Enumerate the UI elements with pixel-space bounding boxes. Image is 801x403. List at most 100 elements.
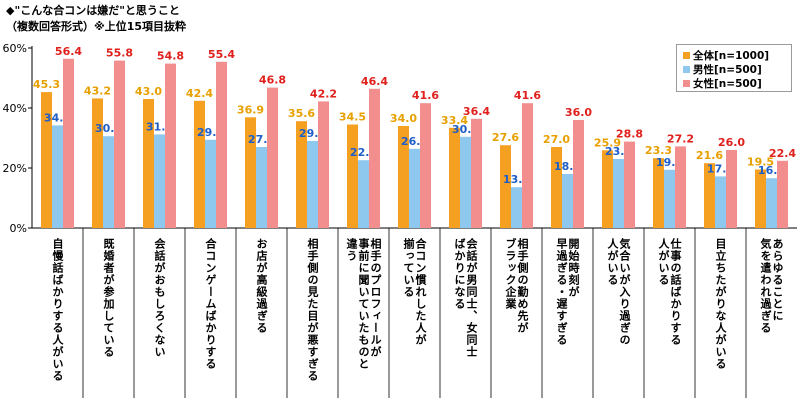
data-label: 36.0	[565, 106, 592, 119]
x-tick-label: 相手側の勤め先が	[516, 237, 530, 334]
bar	[704, 163, 715, 228]
bar	[296, 121, 307, 228]
data-label: 27.6	[492, 131, 519, 144]
bar	[471, 118, 482, 228]
data-label: 56.4	[55, 45, 82, 58]
bar	[624, 141, 635, 228]
bar	[369, 88, 380, 228]
bar	[165, 63, 176, 228]
x-tick-label: 人がいる	[657, 237, 670, 286]
y-tick-label: 40%	[3, 102, 27, 115]
bar	[715, 176, 726, 228]
bar	[103, 136, 114, 228]
legend-swatch	[683, 79, 690, 87]
bar	[675, 146, 686, 228]
bar	[154, 134, 165, 228]
x-tick-label: 目立ちたがりな人がいる	[714, 238, 727, 370]
legend-label: 男性[n=500]	[693, 63, 762, 76]
data-label: 34.0	[390, 112, 417, 125]
bar	[766, 178, 777, 228]
data-label: 43.0	[135, 85, 162, 98]
bar	[755, 169, 766, 228]
data-label: 42.2	[310, 87, 337, 100]
x-tick-label: 人がいる	[606, 237, 619, 286]
y-tick-label: 0%	[10, 222, 27, 235]
x-tick-label: 違う	[345, 237, 358, 262]
x-tick-label: 既婚者が参加している	[102, 238, 116, 358]
x-tick-label: あらゆることに	[771, 238, 784, 322]
bar	[511, 187, 522, 228]
x-tick-label: 開始時刻が	[567, 238, 580, 298]
bar	[420, 103, 431, 228]
bar	[460, 136, 471, 228]
chart-legend: 全体[n=1000] 男性[n=500] 女性[n=500]	[676, 44, 792, 92]
data-label: 21.6	[696, 149, 723, 162]
bar	[318, 101, 329, 228]
x-tick-label: 気合いが入り過ぎの	[618, 237, 632, 346]
x-tick-label: 相手のプロフィールが	[369, 237, 382, 358]
data-label: 33.4	[441, 114, 468, 127]
x-tick-label: ブラック企業	[504, 237, 518, 310]
data-label: 27.0	[543, 133, 570, 146]
bar	[245, 117, 256, 228]
data-label: 34.5	[339, 111, 366, 124]
bar	[522, 103, 533, 228]
bar	[92, 98, 103, 229]
bar	[449, 127, 460, 228]
bar	[194, 100, 205, 228]
bar	[551, 147, 562, 228]
data-label: 41.6	[412, 89, 439, 102]
bar	[114, 60, 125, 228]
x-tick-label: 仕事の話ばかりする	[669, 237, 683, 346]
bar	[347, 124, 358, 228]
legend-entry: 男性[n=500]	[683, 62, 791, 76]
bar	[143, 99, 154, 228]
bar	[613, 159, 624, 228]
data-label: 27.2	[667, 132, 694, 145]
data-label: 36.9	[237, 103, 264, 116]
x-tick-label: 相手側の見た目が悪すぎる	[306, 237, 320, 382]
bar	[307, 141, 318, 228]
legend-swatch	[683, 51, 690, 59]
bar	[256, 147, 267, 228]
chart-title: ◆"こんな合コンは嫌だ"と思うこと	[6, 4, 180, 17]
bar	[664, 169, 675, 228]
data-label: 19.5	[747, 156, 774, 169]
bar	[52, 125, 63, 228]
data-label: 25.9	[594, 136, 621, 149]
data-label: 45.3	[33, 78, 60, 91]
y-tick-label: 20%	[3, 162, 27, 175]
x-tick-label: 事前に聞いていたものと	[357, 237, 370, 370]
bar	[777, 160, 788, 228]
data-label: 26.0	[718, 136, 745, 149]
x-tick-label: 揃っている	[402, 237, 415, 298]
bar	[602, 150, 613, 228]
legend-entry: 女性[n=500]	[683, 76, 791, 90]
x-tick-label: 気を遣われ過ぎる	[759, 237, 773, 334]
data-label: 55.4	[208, 48, 235, 61]
bar	[205, 139, 216, 228]
bar	[63, 58, 74, 228]
bar	[500, 145, 511, 228]
bar	[267, 87, 278, 228]
bar	[216, 61, 227, 228]
bar	[398, 126, 409, 228]
legend-swatch	[683, 65, 690, 73]
data-label: 46.4	[361, 75, 388, 88]
x-tick-label: お店が高級過ぎる	[255, 238, 269, 334]
legend-entry: 全体[n=1000]	[683, 48, 791, 62]
bar	[358, 160, 369, 228]
data-label: 36.4	[463, 105, 490, 118]
bar	[653, 158, 664, 228]
data-label: 43.2	[84, 84, 111, 97]
x-tick-label: 早過ぎる・遅すぎる	[555, 238, 569, 346]
data-label: 35.6	[288, 107, 315, 120]
x-tick-label: 自慢話ばかりする人がいる	[51, 237, 64, 382]
x-tick-label: 会話がおもしろくない	[153, 237, 166, 358]
legend-label: 全体[n=1000]	[693, 49, 770, 62]
y-tick-label: 60%	[3, 42, 27, 55]
data-label: 42.4	[186, 87, 213, 100]
legend-label: 女性[n=500]	[693, 77, 762, 90]
data-label: 46.8	[259, 74, 286, 87]
